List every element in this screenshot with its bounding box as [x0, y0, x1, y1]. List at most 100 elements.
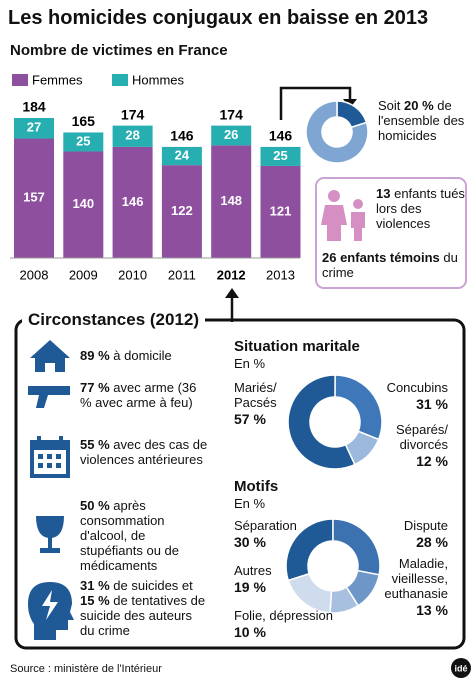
arrow-head — [225, 288, 239, 298]
value-label: 28 % — [416, 534, 448, 550]
donut-label: Folie, dépression 10 % — [234, 608, 344, 641]
circumstance-item: 50 % après consommation d'alcool, de stu… — [80, 498, 210, 573]
donut-subtitle-text: En % — [234, 356, 266, 371]
bar-segment — [63, 151, 104, 258]
bar-segment — [161, 146, 202, 166]
children-item: 26 enfants témoins du crime — [322, 250, 464, 280]
donut-label: Autres 19 % — [234, 563, 294, 596]
donut-slice — [305, 100, 369, 164]
highlight-text: 20 % — [404, 98, 434, 113]
category-label: Mariés/ Pacsés — [234, 380, 277, 410]
bar-segment — [260, 165, 301, 258]
bar-value-label: 25 — [273, 148, 287, 163]
category-label: Séparés/ divorcés — [395, 422, 448, 452]
donut-title-text: Situation maritale — [234, 338, 360, 355]
bar-total-label: 184 — [22, 99, 46, 115]
bar-segment — [14, 138, 54, 258]
value-label: 12 % — [416, 453, 448, 469]
body-text: avec arme (36 % avec arme à feu) — [80, 380, 197, 410]
bar-total-label: 174 — [121, 106, 145, 122]
donut-title: Situation maritale — [234, 338, 360, 356]
category-label: Dispute — [403, 518, 448, 533]
value-label: 31 % — [416, 396, 448, 412]
category-label: Maladie, vieillesse, euthanasie — [384, 556, 448, 601]
logo-text: idé — [454, 663, 467, 673]
source-text: Source : ministère de l'Intérieur — [10, 663, 162, 675]
x-tick-label: 2013 — [266, 267, 295, 282]
bar-value-label: 140 — [72, 196, 94, 211]
bar-value-label: 148 — [220, 193, 242, 208]
body-text: du crime — [322, 250, 458, 280]
legend-swatch — [112, 74, 128, 86]
bar-total-label: 174 — [220, 106, 244, 122]
donut-slice — [287, 572, 333, 614]
house-icon — [30, 340, 70, 372]
highlight-text: 15 % — [80, 593, 110, 608]
bar-value-label: 121 — [270, 203, 292, 218]
highlight-text: 77 % — [80, 380, 110, 395]
children-item: 13 enfants tués lors des violences — [376, 186, 468, 231]
arrow — [279, 86, 352, 120]
donut-slice — [344, 430, 380, 466]
category-label: Séparation — [234, 518, 297, 533]
x-tick-label: 2009 — [69, 267, 98, 282]
category-label: Autres — [234, 563, 272, 578]
body-text: après consommation d'alcool, de stupéfia… — [80, 498, 180, 573]
body-text: Soit — [378, 98, 401, 113]
body-text: de l'ensemble des homicides — [378, 98, 465, 143]
donut-slice — [334, 374, 383, 441]
bar-value-label: 24 — [175, 147, 190, 162]
children-icon — [321, 190, 365, 241]
calendar-icon — [30, 436, 70, 478]
bar-segment — [112, 146, 153, 258]
bar-value-label: 146 — [122, 194, 144, 209]
body-text: avec des cas de violences antérieures — [80, 437, 208, 467]
category-label: Concubins — [386, 380, 448, 395]
glass-icon — [36, 516, 64, 553]
pie-text: Soit 20 % de l'ensemble des homicides — [378, 98, 470, 143]
body-text: de tentatives de suicide des auteurs du … — [80, 593, 206, 638]
bar-segment — [14, 118, 54, 139]
circumstance-item: 55 % avec des cas de violences antérieur… — [80, 437, 210, 467]
x-tick-label: 2008 — [20, 267, 49, 282]
donut-label: Séparés/ divorcés 12 % — [356, 422, 448, 470]
bar-total-label: 165 — [72, 113, 96, 129]
children-box — [315, 177, 467, 289]
highlight-text: 13 — [376, 186, 391, 201]
category-label: Folie, dépression — [234, 608, 333, 623]
logo-badge — [451, 658, 471, 678]
circumstances-title: Circonstances (2012) — [22, 309, 206, 331]
lightning — [42, 590, 58, 620]
bar-value-label: 28 — [125, 128, 139, 143]
donut-title: Motifs — [234, 478, 278, 496]
bar-segment — [112, 125, 153, 147]
circumstance-item: 89 % à domicile — [80, 348, 210, 363]
title: Les homicides conjugaux en baisse en 201… — [8, 6, 428, 30]
donut-slice — [287, 374, 356, 470]
donut-label: Séparation 30 % — [234, 518, 314, 551]
title-text: Les homicides conjugaux en baisse en 201… — [8, 7, 429, 29]
circumstance-item: 77 % avec arme (36 % avec arme à feu) — [80, 380, 210, 410]
donut-label: Maladie, vieillesse, euthanasie 13 % — [346, 556, 448, 619]
bar-value-label: 27 — [27, 120, 41, 135]
bar-value-label: 157 — [23, 190, 45, 205]
highlight-text: 55 % — [80, 437, 110, 452]
value-label: 19 % — [234, 579, 266, 595]
bar-total-label: 146 — [170, 128, 194, 144]
body-text: de suicides et — [113, 578, 193, 593]
bar-segment — [161, 165, 202, 258]
subtitle: Nombre de victimes en France — [10, 42, 228, 60]
highlight-text: 50 % — [80, 498, 110, 513]
bar-segment — [63, 132, 104, 152]
legend-swatch — [12, 74, 28, 86]
body-text: à domicile — [113, 348, 172, 363]
bar-total-label: 146 — [269, 128, 293, 144]
donut-subtitle: En % — [234, 496, 265, 511]
x-tick-label: 2010 — [118, 267, 147, 282]
value-label: 10 % — [234, 624, 266, 640]
value-label: 57 % — [234, 411, 266, 427]
x-tick-label: 2011 — [168, 267, 196, 282]
donut-title-text: Motifs — [234, 478, 279, 495]
